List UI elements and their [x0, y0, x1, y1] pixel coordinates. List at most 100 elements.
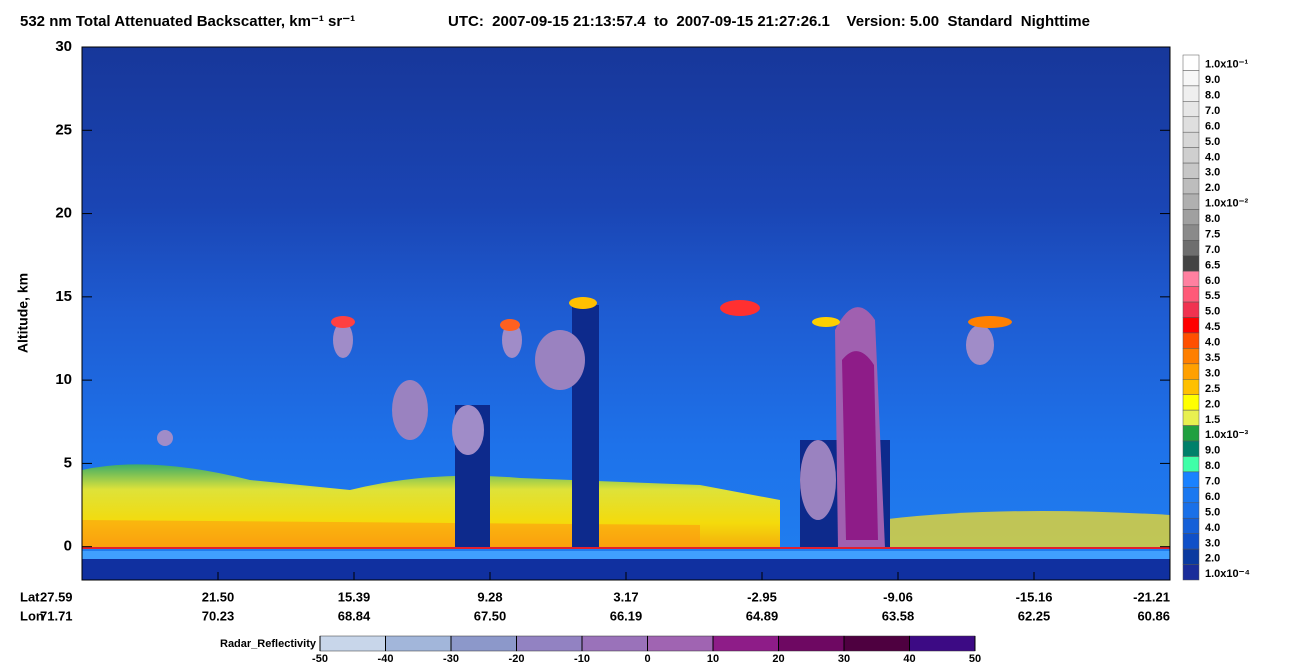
colorbar-label: 4.0: [1205, 522, 1220, 534]
colorbar-swatch: [1182, 317, 1200, 334]
x-tick-label: 60.86: [1137, 608, 1170, 623]
radar-swatch: [712, 635, 779, 652]
colorbar-label: 6.5: [1205, 259, 1220, 271]
colorbar-swatch: [1182, 147, 1200, 164]
chart-title: 532 nm Total Attenuated Backscatter, km⁻…: [20, 13, 355, 30]
y-tick-label: 10: [55, 371, 72, 388]
colorbar-swatch: [1182, 209, 1200, 226]
x-tick-label: 62.25: [1018, 608, 1051, 623]
x-tick-label: 71.71: [40, 608, 73, 623]
colorbar-swatch: [1182, 517, 1200, 534]
colorbar-label: 4.0: [1205, 337, 1220, 349]
radar-tick-label: 20: [772, 653, 784, 665]
colorbar-swatch: [1182, 224, 1200, 241]
colorbar-swatch: [1182, 425, 1200, 442]
colorbar-label: 3.0: [1205, 537, 1220, 549]
x-tick-label: -2.95: [747, 589, 777, 604]
radar-swatch: [450, 635, 517, 652]
radar-tick-label: 50: [969, 653, 981, 665]
colorbar-label: 2.0: [1205, 182, 1220, 194]
radar-tick-label: -30: [443, 653, 459, 665]
colorbar-label: 7.0: [1205, 105, 1220, 117]
colorbar-swatch: [1182, 379, 1200, 395]
x-tick-label: 27.59: [40, 589, 73, 604]
colorbar-swatch: [1182, 255, 1200, 272]
x-tick-label: 3.17: [613, 589, 638, 604]
colorbar-label: 7.0: [1205, 476, 1220, 488]
colorbar-swatch: [1182, 348, 1200, 365]
x-tick-label: -9.06: [883, 589, 913, 604]
colorbar-label: 9.0: [1205, 74, 1220, 86]
colorbar-swatch: [1182, 502, 1200, 519]
colorbar-swatch: [1182, 548, 1200, 565]
x-tick-label: 67.50: [474, 608, 507, 623]
colorbar-label: 4.5: [1205, 321, 1220, 333]
colorbar-label: 1.0x10⁻⁴: [1205, 568, 1250, 580]
colorbar-label: 2.5: [1205, 383, 1220, 395]
radar-tick-label: 0: [644, 653, 650, 665]
colorbar-label: 4.0: [1205, 151, 1220, 163]
colorbar-label: 5.0: [1205, 136, 1220, 148]
colorbar-swatch: [1182, 332, 1200, 349]
colorbar-label: 3.5: [1205, 352, 1220, 364]
colorbar-swatch: [1182, 456, 1200, 473]
x-tick-label: -21.21: [1133, 589, 1170, 604]
colorbar-label: 6.0: [1205, 491, 1220, 503]
y-tick-label: 5: [64, 454, 72, 471]
x-row-name: Lon: [20, 608, 44, 623]
colorbar-swatch: [1182, 101, 1200, 118]
colorbar-label: 7.5: [1205, 228, 1220, 240]
colorbar-swatch: [1182, 178, 1200, 195]
x-tick-label: 21.50: [202, 589, 235, 604]
radar-swatch: [385, 635, 452, 652]
colorbar-swatch: [1182, 240, 1200, 256]
colorbar-label: 5.0: [1205, 506, 1220, 518]
colorbar-label: 2.0: [1205, 553, 1220, 565]
x-tick-label: 15.39: [338, 589, 371, 604]
colorbar-label: 8.0: [1205, 213, 1220, 225]
x-row-name: Lat: [20, 589, 40, 604]
colorbar-swatch: [1182, 193, 1200, 210]
radar-swatch: [647, 635, 714, 652]
radar-colorbar-title: Radar_Reflectivity: [220, 638, 317, 650]
x-tick-label: 64.89: [746, 608, 779, 623]
radar-tick-label: 40: [903, 653, 915, 665]
colorbar-swatch: [1182, 471, 1200, 488]
x-tick-label: 68.84: [338, 608, 371, 623]
colorbar-swatch: [1182, 286, 1200, 303]
y-tick-label: 0: [64, 538, 72, 555]
colorbar-swatch: [1182, 394, 1200, 411]
colorbar-label: 1.0x10⁻²: [1205, 198, 1248, 210]
chart-subtitle: UTC: 2007-09-15 21:13:57.4 to 2007-09-15…: [448, 13, 1090, 30]
y-axis-label: Altitude, km: [15, 273, 31, 353]
radar-swatch: [319, 635, 386, 652]
colorbar-swatch: [1182, 116, 1200, 133]
colorbar-label: 1.0x10⁻¹: [1205, 59, 1248, 71]
y-tick-label: 20: [55, 205, 72, 222]
colorbar-swatch: [1182, 301, 1200, 318]
colorbar-label: 5.0: [1205, 306, 1220, 318]
colorbar-label: 1.0x10⁻³: [1205, 429, 1248, 441]
radar-tick-label: 30: [838, 653, 850, 665]
colorbar-swatch: [1182, 54, 1200, 71]
colorbar-label: 9.0: [1205, 445, 1220, 457]
radar-tick-label: -40: [378, 653, 394, 665]
curtain-image: [81, 46, 1171, 581]
radar-tick-label: -20: [509, 653, 525, 665]
colorbar-swatch: [1182, 131, 1200, 148]
y-tick-label: 30: [55, 38, 72, 55]
radar-swatch: [843, 635, 910, 652]
colorbar-label: 5.5: [1205, 290, 1220, 302]
x-tick-label: -15.16: [1016, 589, 1053, 604]
colorbar-label: 6.0: [1205, 275, 1220, 287]
colorbar-swatch: [1182, 564, 1200, 581]
colorbar-label: 7.0: [1205, 244, 1220, 256]
y-tick-label: 15: [55, 288, 72, 305]
radar-tick-label: 10: [707, 653, 719, 665]
colorbar-label: 8.0: [1205, 90, 1220, 102]
colorbar-swatch: [1182, 70, 1200, 87]
colorbar-swatch: [1182, 85, 1200, 102]
radar-swatch: [778, 635, 845, 652]
colorbar-label: 1.5: [1205, 414, 1220, 426]
